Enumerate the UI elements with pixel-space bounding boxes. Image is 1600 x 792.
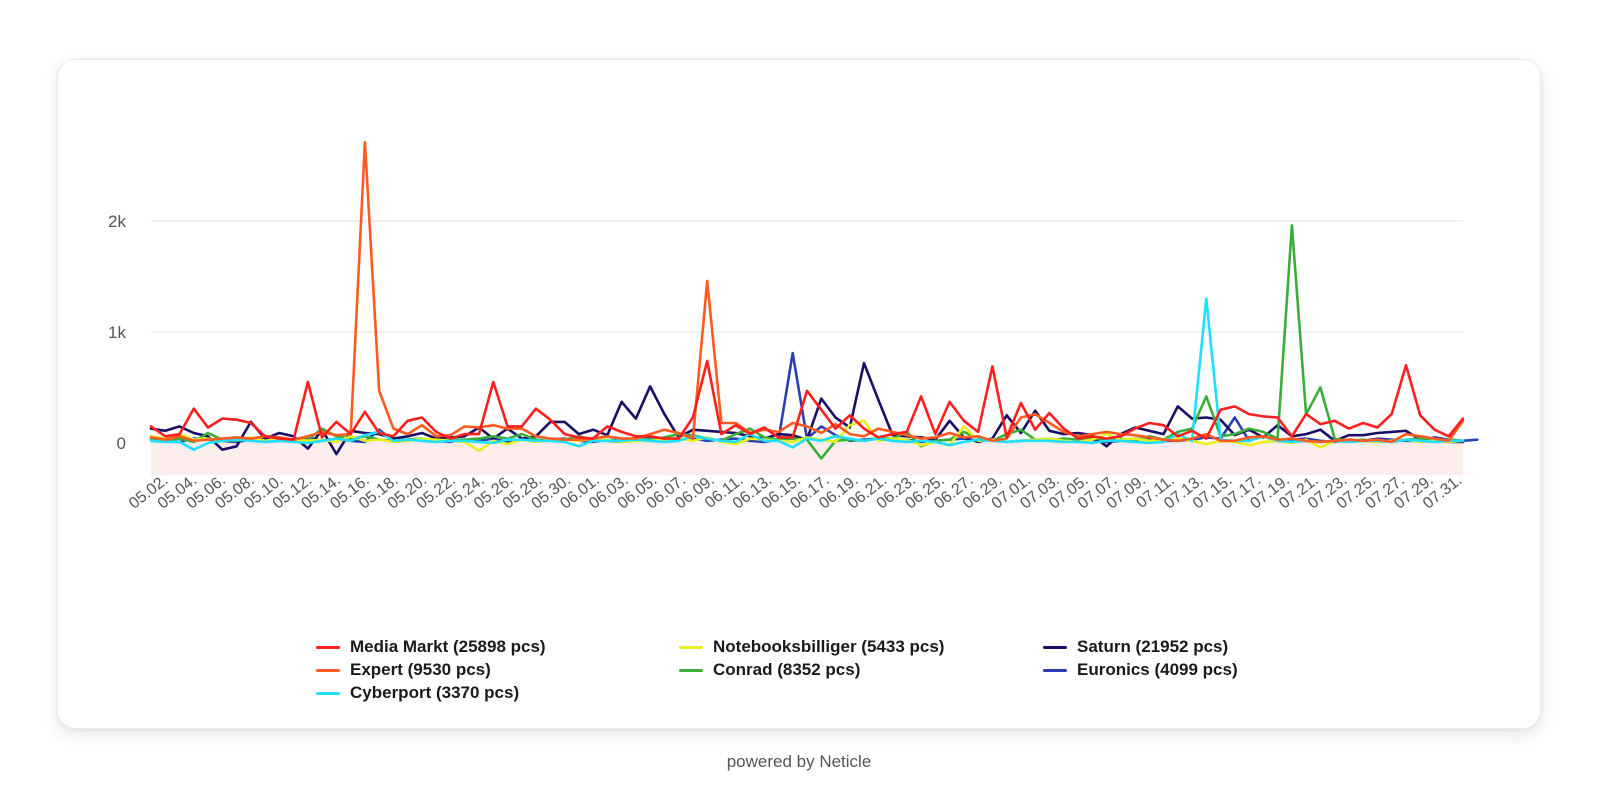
series-line-0 [149,359,1465,442]
powered-by-footer: powered by Neticle [726,752,872,771]
y-tick-label: 1k [108,323,126,342]
legend-item[interactable]: Conrad (8352 pcs) [679,660,860,680]
legend-label: Euronics (4099 pcs) [1077,660,1238,679]
y-tick-label: 2k [108,212,126,231]
legend-item[interactable]: Expert (9530 pcs) [316,660,491,680]
chart-legend: Media Markt (25898 pcs) Expert (9530 pcs)… [316,637,1316,717]
legend-label: Media Markt (25898 pcs) [350,637,546,656]
legend-swatch [316,668,340,672]
legend-label: Saturn (21952 pcs) [1077,637,1229,656]
series-line-4 [149,224,1465,460]
y-tick-label: 0 [117,434,126,453]
legend-swatch [1043,645,1067,649]
legend-item[interactable]: Media Markt (25898 pcs) [316,637,546,657]
legend-swatch [679,668,703,672]
legend-swatch [316,645,340,649]
legend-label: Cyberport (3370 pcs) [350,683,520,702]
legend-label: Notebooksbilliger (5433 pcs) [713,637,945,656]
series-line-1 [149,140,1465,444]
legend-swatch [1043,668,1067,672]
series-line-2 [149,297,1465,452]
legend-swatch [679,645,703,649]
legend-swatch [316,691,340,695]
chart-card: 0 1k 2k 05.02. 05.04. 05.06. 05.08. 05.10. 05.12… [57,59,1541,771]
legend-item[interactable]: Cyberport (3370 pcs) [316,683,519,703]
legend-item[interactable]: Saturn (21952 pcs) [1043,637,1228,657]
legend-label: Expert (9530 pcs) [350,660,491,679]
line-chart: 01k2k05.02.05.04.05.06.05.08.05.10.05.12… [108,140,1479,513]
legend-label: Conrad (8352 pcs) [713,660,861,679]
legend-item[interactable]: Notebooksbilliger (5433 pcs) [679,637,944,657]
legend-item[interactable]: Euronics (4099 pcs) [1043,660,1238,680]
negative-region-band [151,443,1463,476]
